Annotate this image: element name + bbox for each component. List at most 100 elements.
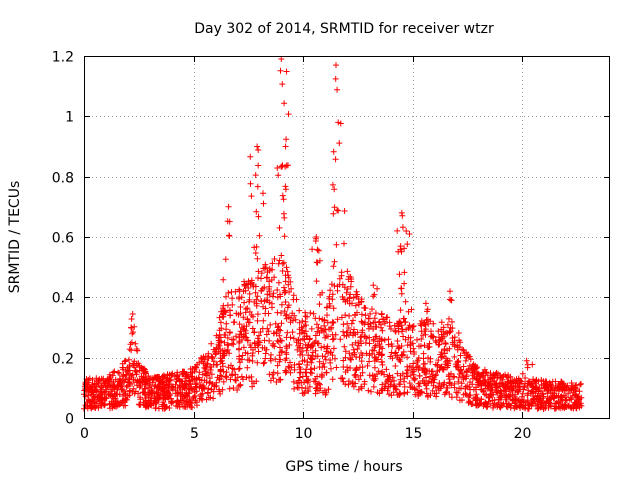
data-point <box>362 339 369 346</box>
data-point <box>110 401 117 408</box>
data-point <box>456 337 463 344</box>
data-point <box>404 367 411 374</box>
data-point <box>215 348 222 355</box>
data-point <box>313 321 320 328</box>
data-point <box>386 391 392 398</box>
data-point <box>302 322 309 329</box>
data-point <box>557 381 564 388</box>
data-point <box>104 383 111 390</box>
data-point <box>116 370 123 377</box>
data-point <box>265 310 272 317</box>
data-point <box>275 172 282 179</box>
data-point <box>418 336 425 342</box>
data-point <box>224 334 231 341</box>
data-point <box>236 334 243 341</box>
data-point <box>366 340 373 347</box>
data-point <box>237 381 244 388</box>
data-point <box>343 289 350 296</box>
data-point <box>200 353 207 360</box>
data-point <box>279 163 286 170</box>
data-point <box>208 353 215 360</box>
data-point <box>179 371 186 378</box>
data-point <box>527 381 533 388</box>
data-point <box>563 383 569 390</box>
data-point <box>412 391 419 398</box>
x-tick-label: 5 <box>190 426 199 442</box>
data-point <box>491 400 498 407</box>
data-point <box>319 353 326 360</box>
data-point <box>126 374 133 381</box>
data-point <box>359 369 366 376</box>
y-tick-label: 0.4 <box>52 291 74 307</box>
data-point <box>333 241 340 248</box>
data-point <box>264 274 270 281</box>
data-point <box>371 291 378 298</box>
data-point <box>540 405 547 412</box>
data-point <box>524 383 531 389</box>
data-point <box>398 290 405 297</box>
data-point <box>305 352 312 359</box>
data-point <box>248 312 255 318</box>
data-point <box>456 371 463 377</box>
data-point <box>365 315 372 322</box>
data-point <box>410 345 417 352</box>
data-point <box>330 148 337 155</box>
data-point <box>154 390 161 397</box>
data-point <box>128 316 135 322</box>
data-point <box>553 400 560 407</box>
data-point <box>358 350 365 356</box>
data-point <box>133 379 140 386</box>
data-point <box>274 287 281 293</box>
data-point <box>401 280 408 287</box>
data-point <box>112 376 119 383</box>
data-point <box>438 319 445 326</box>
data-point <box>398 209 405 216</box>
data-point <box>244 364 251 371</box>
data-point <box>401 269 408 276</box>
data-point <box>444 321 451 328</box>
data-point <box>260 265 267 272</box>
data-point <box>458 380 465 387</box>
data-point <box>232 371 239 378</box>
data-point <box>252 172 259 179</box>
data-point <box>276 257 283 264</box>
data-point <box>340 328 347 335</box>
data-point <box>447 288 453 295</box>
data-point <box>255 348 262 355</box>
data-point <box>276 352 283 359</box>
data-point <box>347 355 353 362</box>
data-point <box>274 165 281 171</box>
data-point <box>246 290 253 297</box>
data-point <box>322 334 329 341</box>
data-point <box>518 399 525 406</box>
data-point <box>545 402 552 409</box>
data-point <box>312 332 319 339</box>
data-point <box>386 319 393 326</box>
data-point <box>120 388 127 394</box>
y-tick-label: 1 <box>65 110 74 126</box>
data-point <box>287 315 294 321</box>
data-point <box>366 325 372 332</box>
data-point <box>341 240 347 247</box>
data-point <box>342 369 349 375</box>
data-point <box>199 371 206 378</box>
data-point <box>371 358 378 364</box>
data-point <box>428 332 435 339</box>
data-point <box>462 375 469 382</box>
data-point <box>399 352 406 359</box>
data-point <box>252 344 259 351</box>
data-point <box>274 324 281 331</box>
data-point <box>389 343 396 350</box>
data-point <box>428 328 434 335</box>
data-point <box>296 344 303 351</box>
data-point <box>276 358 283 365</box>
data-point <box>145 373 152 380</box>
data-point <box>357 364 363 371</box>
data-point <box>313 234 320 240</box>
data-point <box>316 257 323 264</box>
data-point <box>244 337 251 344</box>
data-point <box>177 383 184 390</box>
data-point <box>394 338 401 344</box>
data-point <box>467 356 474 363</box>
data-point <box>421 342 428 349</box>
